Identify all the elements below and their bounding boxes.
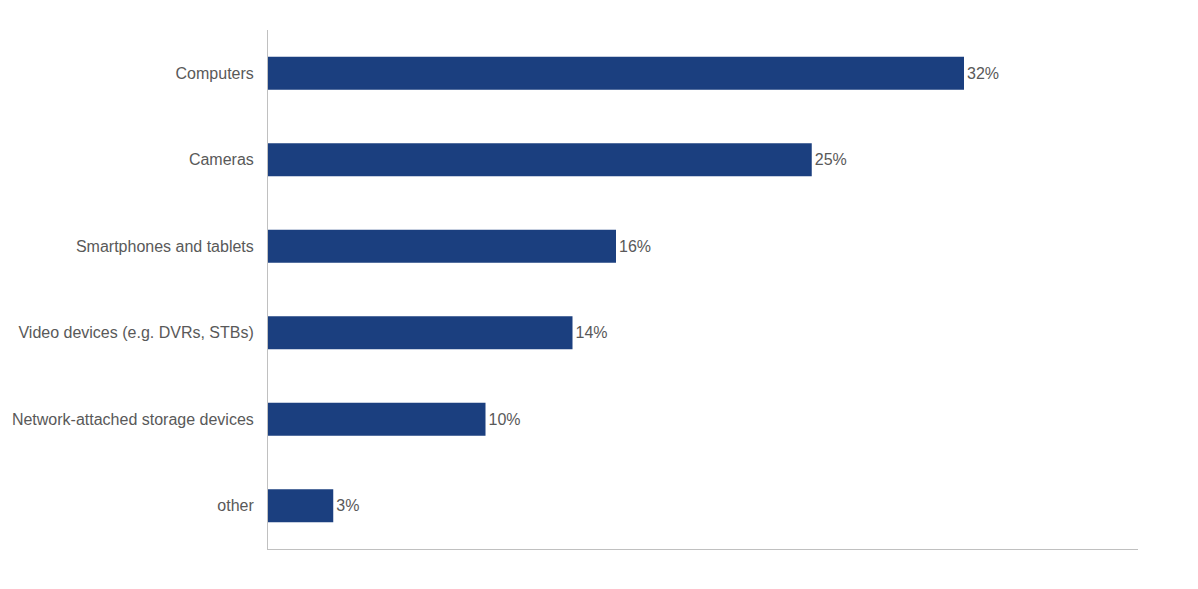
svg-text:Cameras: Cameras bbox=[189, 151, 254, 168]
svg-text:32%: 32% bbox=[967, 65, 999, 82]
svg-text:other: other bbox=[217, 497, 254, 514]
svg-text:25%: 25% bbox=[815, 151, 847, 168]
svg-text:Smartphones and tablets: Smartphones and tablets bbox=[76, 238, 254, 255]
svg-text:14%: 14% bbox=[576, 324, 608, 341]
svg-text:10%: 10% bbox=[489, 411, 521, 428]
svg-text:3%: 3% bbox=[336, 497, 359, 514]
svg-text:Video devices (e.g. DVRs, STBs: Video devices (e.g. DVRs, STBs) bbox=[18, 324, 253, 341]
svg-text:Network-attached storage devic: Network-attached storage devices bbox=[12, 411, 254, 428]
svg-text:16%: 16% bbox=[619, 238, 651, 255]
svg-text:Computers: Computers bbox=[176, 65, 254, 82]
